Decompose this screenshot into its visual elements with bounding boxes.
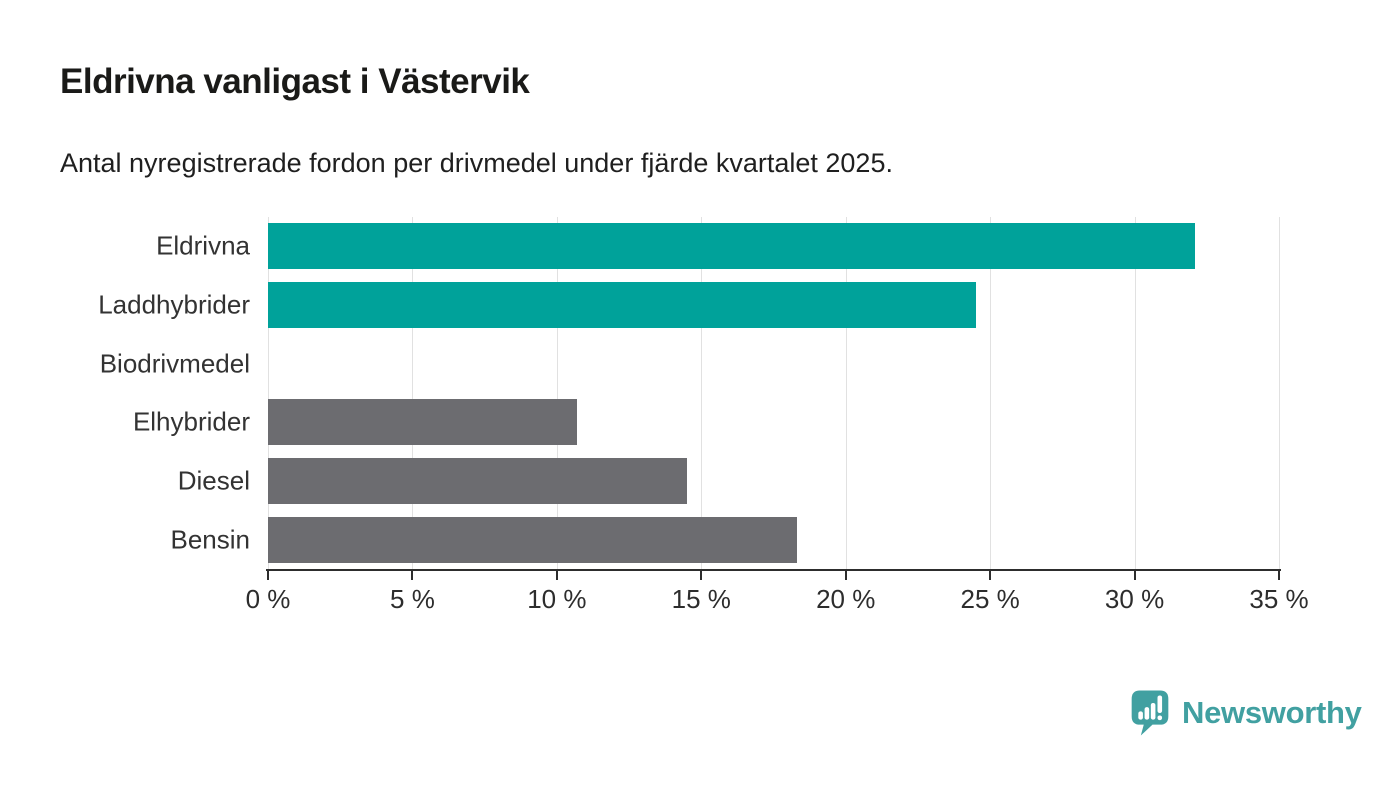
gridline-35 [1279, 217, 1280, 569]
gridline-15 [701, 217, 703, 569]
x-tick-label-20: 20 % [816, 584, 876, 614]
gridline-25 [990, 217, 992, 569]
bar-elhybrider [268, 399, 578, 446]
x-tick-label-30: 30 % [1104, 584, 1165, 614]
bar-bensin [268, 516, 797, 563]
category-label-elhybrider: Elhybrider [132, 406, 250, 437]
chart-title: Eldrivna vanligast i Västervik [60, 62, 530, 101]
gridline-30 [1134, 217, 1136, 569]
newsworthy-logo: Newsworthy [1130, 688, 1362, 738]
x-tick-label-5: 5 % [390, 584, 435, 614]
x-tick-25 [989, 571, 992, 580]
gridline-10 [556, 217, 558, 569]
x-tick-label-10: 10 % [527, 584, 587, 614]
newsworthy-wordmark: Newsworthy [1182, 695, 1362, 730]
chart-subtitle: Antal nyregistrerade fordon per drivmede… [60, 148, 893, 178]
gridline-0 [268, 217, 269, 569]
plot-area [268, 217, 1280, 569]
x-tick-label-35: 35 % [1249, 584, 1309, 614]
x-tick-5 [411, 571, 414, 580]
bar-chart-speech-bubble-icon [1131, 690, 1169, 736]
category-label-diesel: Diesel [177, 465, 250, 496]
category-label-biodrivmedel: Biodrivmedel [99, 348, 250, 379]
x-tick-10 [555, 571, 558, 580]
x-tick-label-0: 0 % [245, 584, 291, 614]
gridline-20 [845, 217, 847, 569]
x-tick-label-25: 25 % [960, 584, 1020, 614]
x-tick-0 [267, 571, 269, 580]
x-tick-20 [844, 571, 847, 580]
x-tick-35 [1278, 571, 1280, 580]
bar-laddhybrider [268, 282, 976, 328]
category-label-eldrivna: Eldrivna [156, 230, 250, 261]
x-tick-30 [1133, 571, 1136, 580]
x-axis-line [266, 569, 1281, 571]
x-tick-15 [700, 571, 703, 580]
bar-eldrivna [268, 223, 1196, 270]
gridline-5 [412, 217, 414, 569]
x-tick-label-15: 15 % [671, 584, 731, 614]
category-axis-labels: Eldrivna Laddhybrider Biodrivmedel Elhybrid… [0, 217, 250, 569]
bar-diesel [268, 458, 687, 504]
category-label-bensin: Bensin [170, 524, 251, 555]
category-label-laddhybrider: Laddhybrider [98, 289, 250, 320]
